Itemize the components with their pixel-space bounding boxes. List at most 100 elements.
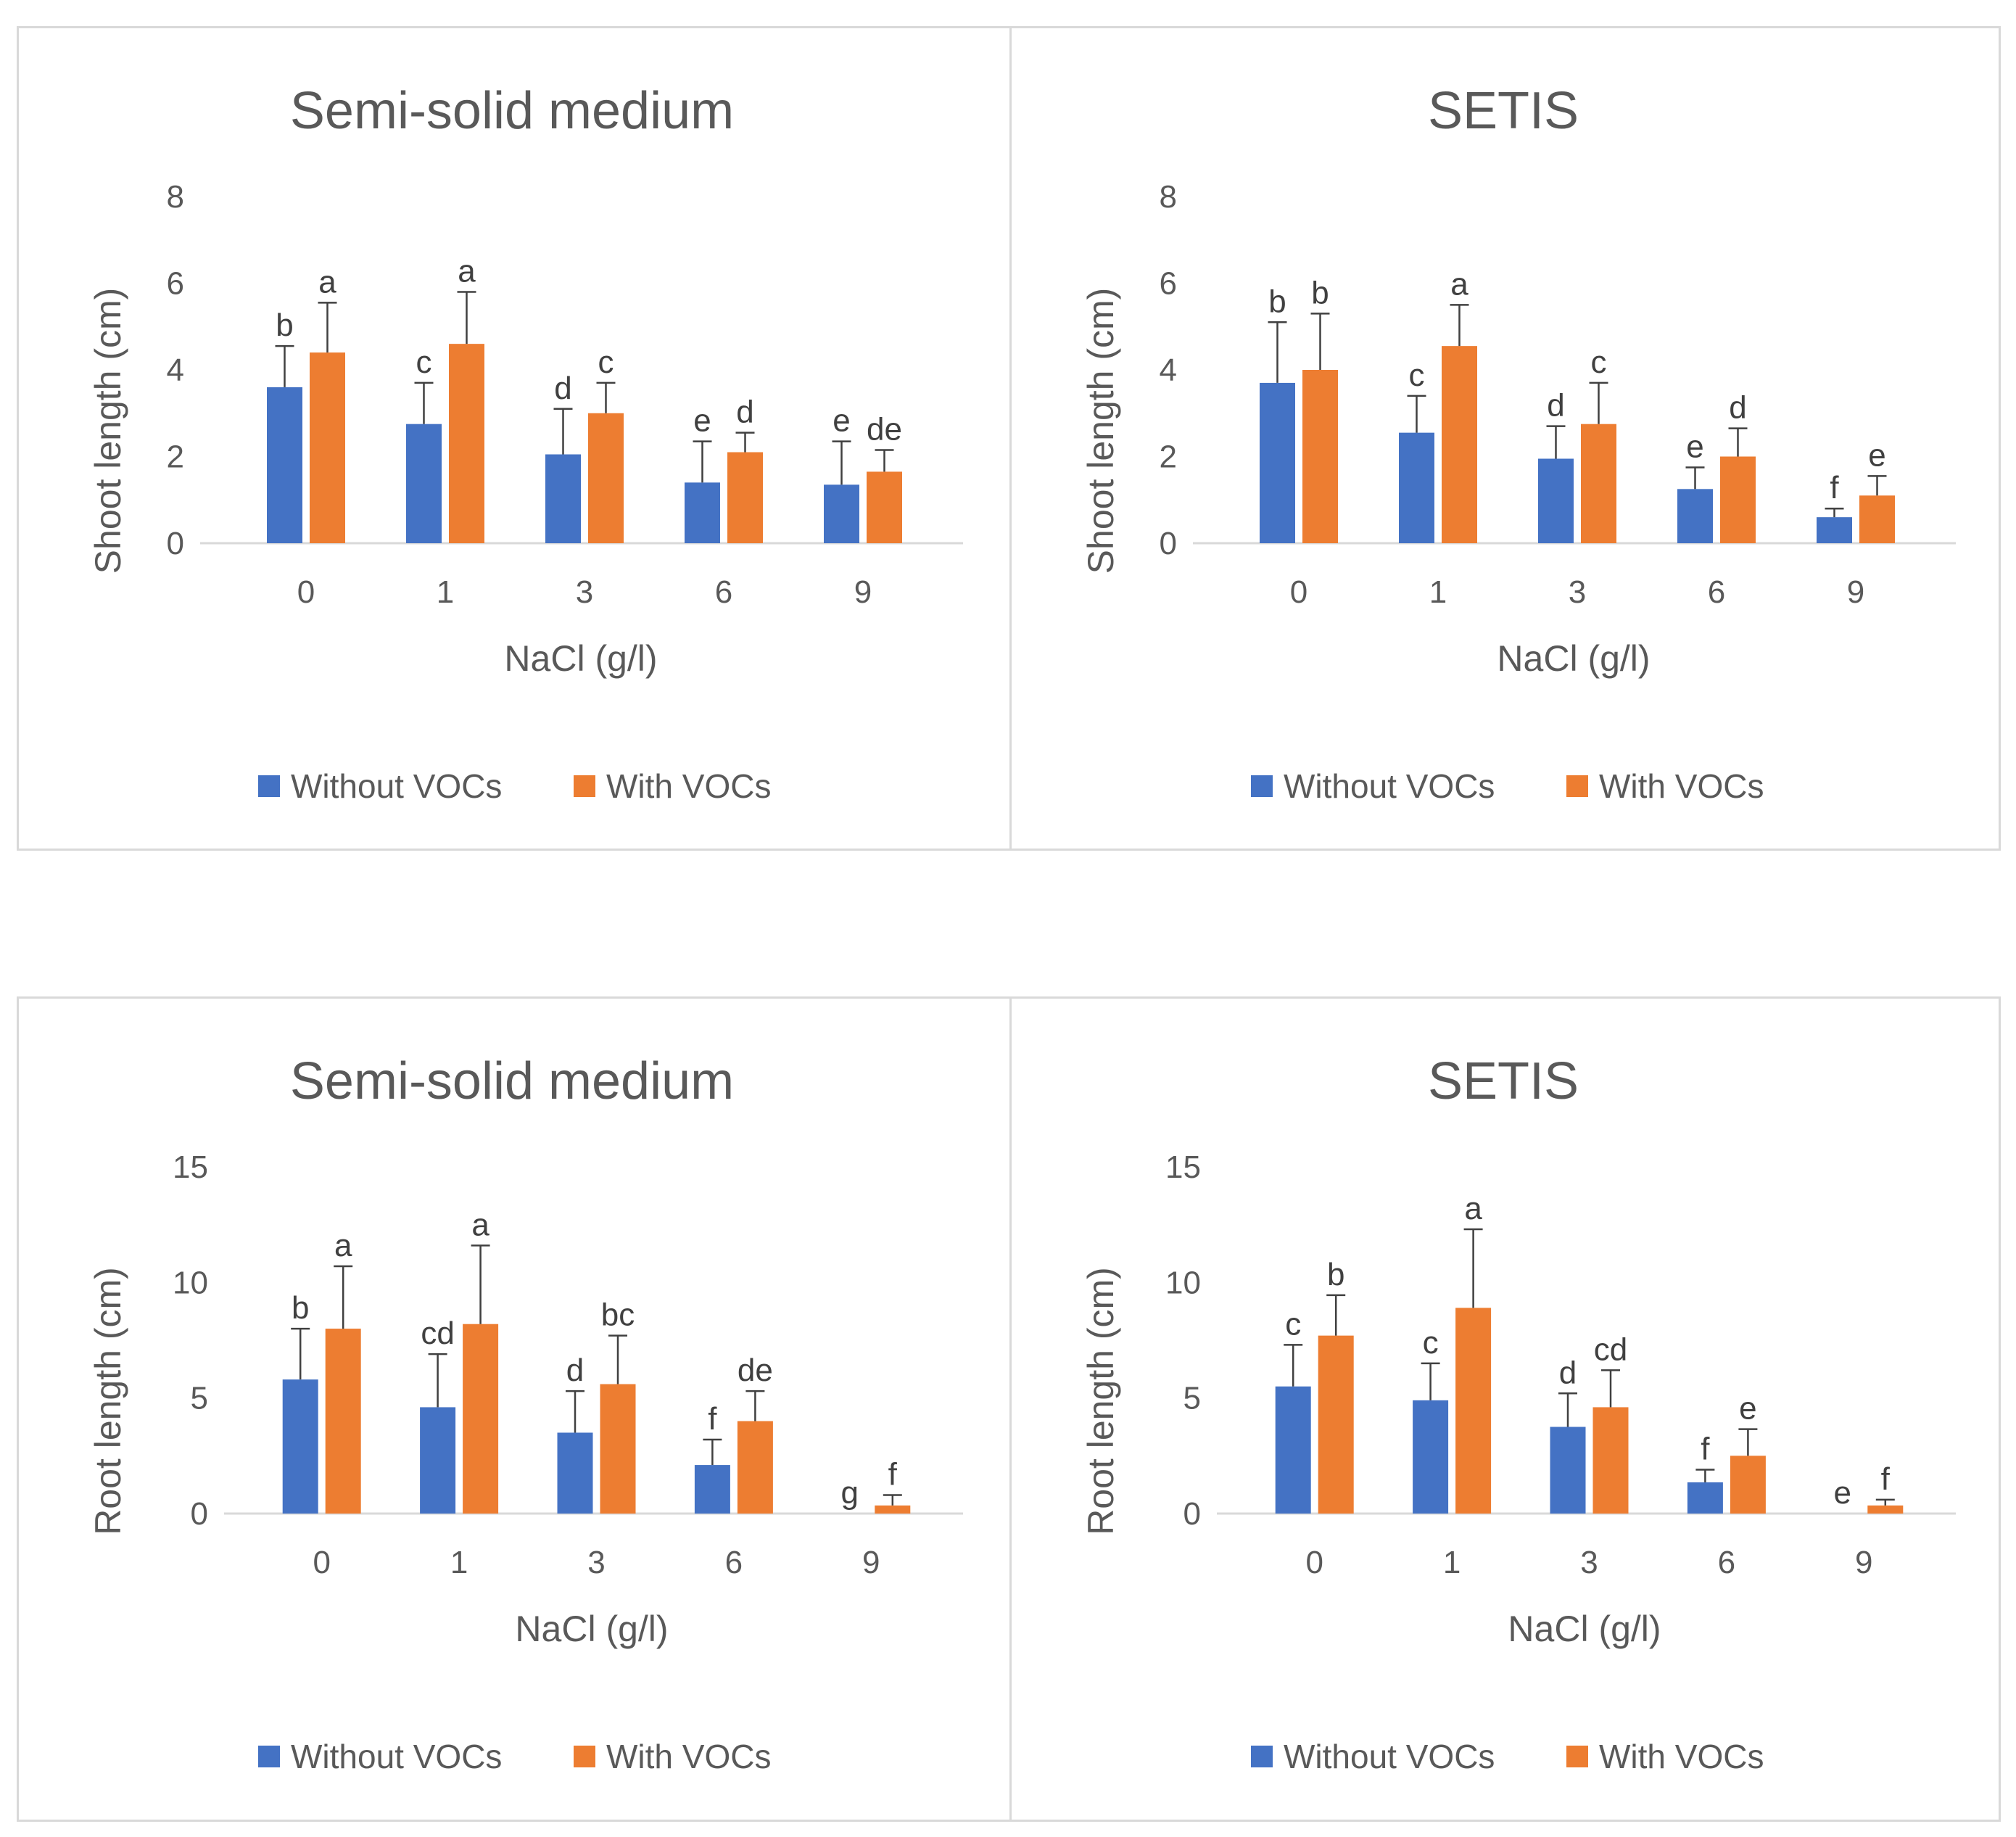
y-tick-label: 0 <box>167 526 184 561</box>
bar-with-vocs <box>1442 346 1477 543</box>
legend-label-without: Without VOCs <box>291 767 502 805</box>
bar-with-vocs <box>875 1505 911 1514</box>
chart-panel-shoot-semisolid: Semi-solid medium Shoot length (cm) NaCl… <box>17 26 1012 851</box>
x-tick-label: 9 <box>1847 574 1864 610</box>
bar-without-vocs <box>420 1407 456 1514</box>
y-tick-label: 0 <box>1160 526 1177 561</box>
chart-title: SETIS <box>1428 1052 1579 1110</box>
bar-without-vocs <box>557 1432 593 1514</box>
bar-with-vocs <box>325 1329 361 1514</box>
legend-label-without: Without VOCs <box>291 1738 502 1775</box>
x-tick-label: 6 <box>725 1545 743 1580</box>
chart-svg: Semi-solid medium Root length (cm) NaCl … <box>88 1052 963 1775</box>
y-tick-label: 5 <box>1183 1381 1201 1416</box>
x-tick-label: 6 <box>1708 574 1725 610</box>
chart-svg: SETIS Root length (cm) NaCl (g/l) 051015… <box>1081 1052 1956 1775</box>
significance-letter: bc <box>601 1297 635 1333</box>
bar-with-vocs <box>1455 1308 1492 1514</box>
bar-without-vocs <box>1677 489 1713 543</box>
significance-letter: e <box>1834 1475 1851 1511</box>
x-tick-label: 0 <box>313 1545 330 1580</box>
bar-without-vocs <box>1399 432 1434 543</box>
significance-letter: d <box>554 371 571 406</box>
significance-letter: cd <box>1594 1332 1627 1367</box>
significance-letter: e <box>833 403 850 439</box>
x-tick-label: 3 <box>1580 1545 1598 1580</box>
bar-with-vocs <box>867 471 902 543</box>
legend-label-without: Without VOCs <box>1284 1738 1495 1775</box>
significance-letter: b <box>276 307 293 343</box>
bar-without-vocs <box>1413 1400 1449 1514</box>
bar-with-vocs <box>310 352 345 543</box>
legend-swatch-without <box>1251 1746 1273 1767</box>
y-axis-label: Shoot length (cm) <box>1081 288 1121 574</box>
bar-without-vocs <box>685 482 720 543</box>
x-tick-label: 3 <box>576 574 593 610</box>
x-axis-label: NaCl (g/l) <box>1508 1609 1661 1649</box>
bar-without-vocs <box>694 1465 730 1514</box>
y-tick-label: 5 <box>191 1381 208 1416</box>
x-axis-label: NaCl (g/l) <box>515 1609 668 1649</box>
x-tick-label: 0 <box>297 574 315 610</box>
significance-letter: f <box>1701 1431 1710 1466</box>
chart-panel-shoot-setis: SETIS Shoot length (cm) NaCl (g/l) 0 2 4 6 8… <box>1009 26 2001 851</box>
x-tick-label: 0 <box>1290 574 1307 610</box>
chart-title: SETIS <box>1428 82 1579 140</box>
significance-letter: a <box>318 264 336 300</box>
significance-letter: a <box>1464 1191 1482 1226</box>
bar-without-vocs <box>1275 1386 1311 1514</box>
significance-letter: a <box>458 253 476 289</box>
chart-title: Semi-solid medium <box>290 82 734 140</box>
bar-with-vocs <box>1581 424 1616 543</box>
legend-label-with: With VOCs <box>606 1738 771 1775</box>
significance-letter: d <box>1729 390 1746 426</box>
legend: Without VOCs With VOCs <box>258 767 771 805</box>
significance-letter: b <box>292 1290 309 1326</box>
significance-letter: a <box>1450 266 1468 302</box>
bar-with-vocs <box>1867 1505 1904 1514</box>
bar-without-vocs <box>1817 517 1852 543</box>
significance-letter: de <box>738 1353 773 1388</box>
x-tick-label: 3 <box>587 1545 605 1580</box>
significance-letter: e <box>1868 437 1885 473</box>
y-tick-label: 15 <box>173 1149 208 1185</box>
bar-without-vocs <box>1550 1427 1586 1514</box>
bar-with-vocs <box>449 344 484 543</box>
bar-without-vocs <box>282 1379 318 1514</box>
y-tick-label: 8 <box>167 179 184 215</box>
bar-with-vocs <box>1592 1407 1629 1514</box>
legend-swatch-with <box>1566 775 1588 797</box>
significance-letter: f <box>888 1457 898 1493</box>
y-tick-label: 6 <box>167 266 184 302</box>
bar-with-vocs <box>600 1384 636 1514</box>
bar-with-vocs <box>1730 1456 1766 1514</box>
y-tick-label: 10 <box>1165 1265 1201 1300</box>
legend-swatch-with <box>1566 1746 1588 1767</box>
chart-title: Semi-solid medium <box>290 1052 734 1110</box>
significance-letter: e <box>1686 429 1703 464</box>
y-tick-label: 0 <box>1183 1496 1201 1532</box>
significance-letter: c <box>1591 344 1607 380</box>
y-axis-label: Root length (cm) <box>1081 1267 1121 1535</box>
significance-letter: b <box>1327 1257 1344 1292</box>
x-axis-label: NaCl (g/l) <box>504 638 657 679</box>
significance-letter: c <box>416 344 432 380</box>
y-tick-label: 0 <box>191 1496 208 1532</box>
y-tick-label: 2 <box>1160 439 1177 475</box>
x-tick-label: 1 <box>437 574 454 610</box>
x-tick-label: 3 <box>1569 574 1586 610</box>
significance-letter: e <box>693 403 711 439</box>
legend-swatch-with <box>574 775 595 797</box>
legend: Without VOCs With VOCs <box>1251 767 1764 805</box>
legend-swatch-with <box>574 1746 595 1767</box>
y-axis-label: Shoot length (cm) <box>88 288 128 574</box>
y-tick-label: 4 <box>1160 352 1177 388</box>
chart-panel-root-semisolid: Semi-solid medium Root length (cm) NaCl … <box>17 996 1012 1822</box>
significance-letter: a <box>334 1228 352 1263</box>
bar-without-vocs <box>824 484 859 543</box>
bar-with-vocs <box>1318 1335 1354 1514</box>
legend: Without VOCs With VOCs <box>258 1738 771 1775</box>
significance-letter: d <box>1547 388 1564 424</box>
